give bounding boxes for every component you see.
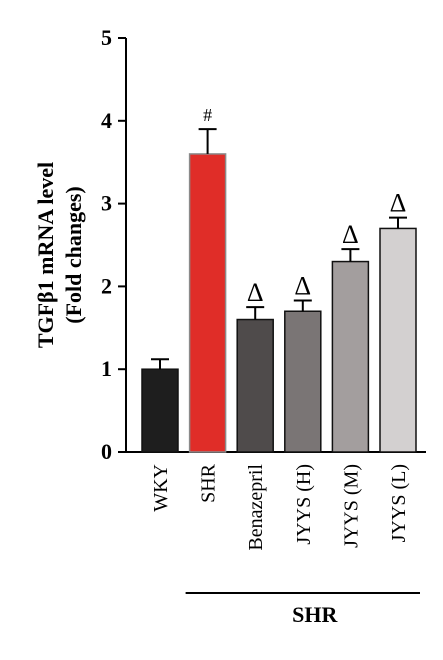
x-category-label: JYYS (L)	[388, 464, 410, 542]
bar	[236, 318, 274, 453]
x-category-label: Benazepril	[245, 464, 267, 551]
x-category-label: JYYS (H)	[293, 464, 315, 545]
bar	[379, 227, 417, 453]
x-category-label: SHR	[198, 463, 220, 503]
x-category-label: WKY	[150, 464, 172, 512]
y-tick-label: 2	[101, 273, 112, 298]
y-axis-title-line2: (Fold changes)	[61, 186, 86, 324]
significance-marker: Δ	[390, 189, 407, 218]
significance-marker: Δ	[247, 278, 264, 307]
y-axis-title-line1: TGFβ1 mRNA level	[33, 162, 58, 348]
bar	[331, 260, 370, 453]
bar	[284, 310, 322, 453]
y-tick-label: 1	[101, 356, 112, 381]
group-label: SHR	[292, 602, 338, 627]
significance-marker: Δ	[342, 220, 359, 249]
significance-marker: #	[203, 105, 212, 125]
bar	[141, 368, 179, 453]
bar	[188, 153, 227, 453]
y-axis-title: TGFβ1 mRNA level (Fold changes)	[33, 162, 86, 348]
x-category-label: JYYS (M)	[340, 464, 362, 548]
y-tick-label: 5	[101, 25, 112, 50]
plot-area: 0 1 2 3 4 5 WKY # SHR Δ Benazepril Δ JYYS (H) Δ JYYS (…	[101, 25, 426, 627]
y-tick-label: 4	[101, 108, 112, 133]
y-tick-label: 0	[101, 439, 112, 464]
y-tick-label: 3	[101, 191, 112, 216]
significance-marker: Δ	[294, 271, 311, 300]
